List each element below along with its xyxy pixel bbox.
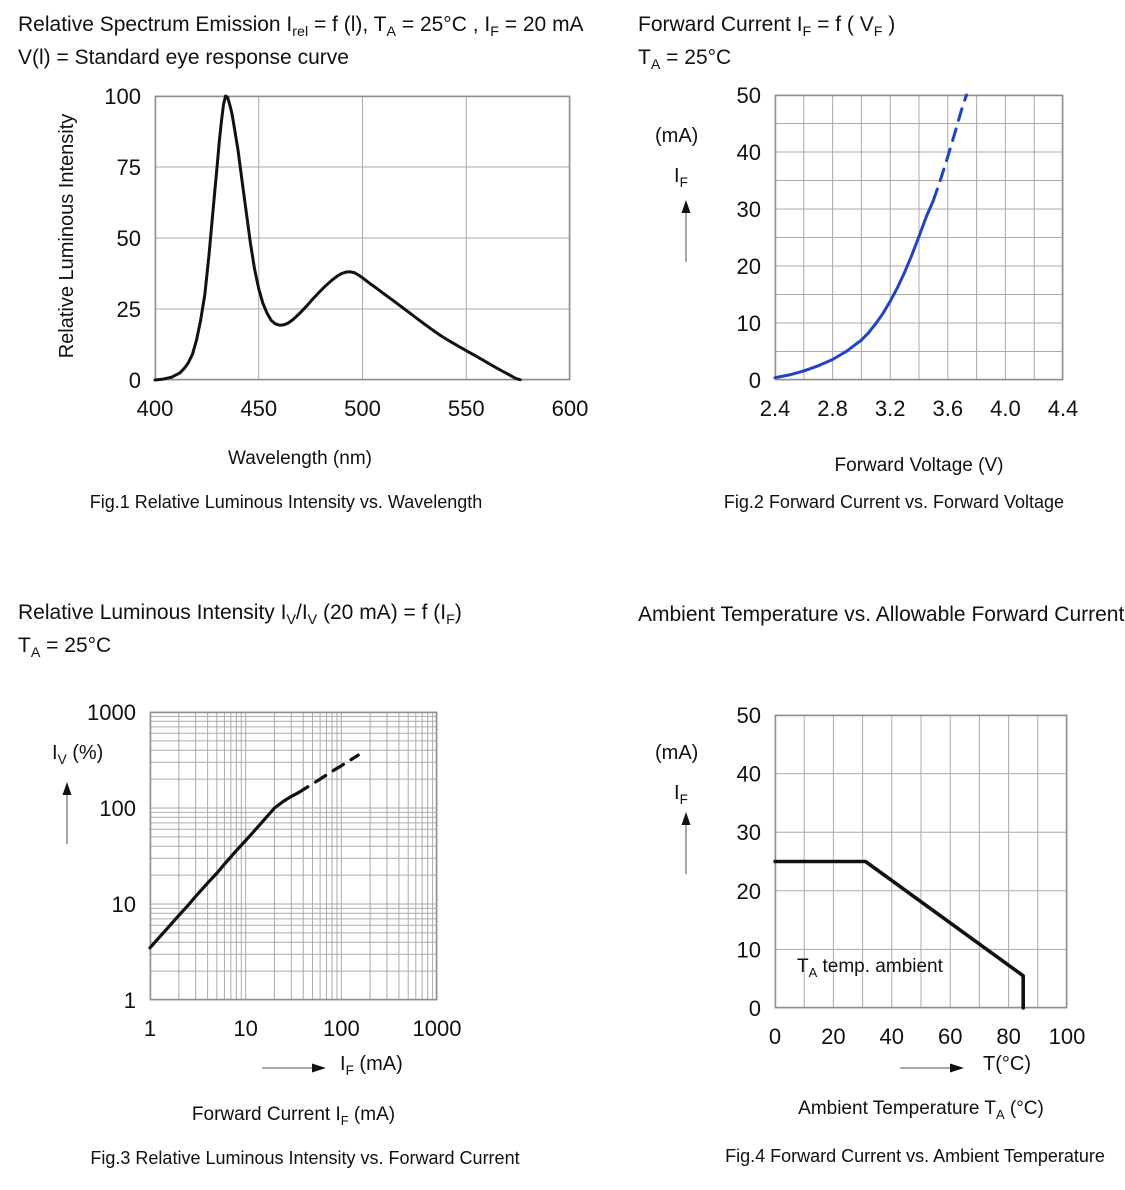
svg-text:100: 100 [99, 796, 136, 821]
svg-text:4.0: 4.0 [990, 396, 1021, 421]
svg-text:10: 10 [737, 937, 761, 962]
fig3-loglog-chart: 1 10 100 1000 1 10 100 1000 [87, 700, 461, 1041]
svg-text:0: 0 [769, 1024, 781, 1049]
svg-text:2.8: 2.8 [817, 396, 848, 421]
svg-text:1000: 1000 [87, 700, 136, 725]
fig3-x-arrow-label: IF (mA) [340, 1053, 403, 1078]
right-arrow-icon [262, 1063, 326, 1073]
forward-current-vs-voltage [773, 198, 935, 380]
svg-text:4.4: 4.4 [1048, 396, 1079, 421]
fig2-iv-curve-chart: 2.4 2.8 3.2 3.6 4.0 4.4 0 10 20 30 40 50 [737, 83, 1079, 421]
svg-text:550: 550 [448, 396, 485, 421]
svg-text:20: 20 [821, 1024, 845, 1049]
svg-text:0: 0 [749, 368, 761, 393]
fig3-title-line1: Relative Luminous Intensity IV/IV (20 mA… [18, 601, 462, 629]
fig3-title: Relative Luminous Intensity IV/IV (20 mA… [18, 596, 462, 662]
fig1-title-line1: Relative Spectrum Emission Irel = f (l),… [18, 13, 584, 41]
svg-text:100: 100 [1049, 1024, 1086, 1049]
svg-text:40: 40 [880, 1024, 904, 1049]
up-arrow-icon [681, 200, 691, 262]
svg-text:75: 75 [117, 155, 141, 180]
svg-text:50: 50 [117, 226, 141, 251]
svg-text:60: 60 [938, 1024, 962, 1049]
svg-text:500: 500 [344, 396, 381, 421]
fig4-caption: Fig.4 Forward Current vs. Ambient Temper… [725, 1146, 1105, 1166]
fig4-x-arrow-label: T(°C) [983, 1053, 1031, 1075]
up-arrow-icon [681, 812, 691, 874]
fig1-title-line2: V(l) = Standard eye response curve [18, 46, 349, 69]
fig4-quantity-label: IF [674, 782, 688, 807]
fig1-caption: Fig.1 Relative Luminous Intensity vs. Wa… [89, 492, 483, 512]
fig2-caption: Fig.2 Forward Current vs. Forward Voltag… [723, 492, 1065, 512]
fig3-caption: Fig.3 Relative Luminous Intensity vs. Fo… [90, 1148, 520, 1168]
svg-text:40: 40 [737, 762, 761, 787]
svg-text:3.6: 3.6 [933, 396, 964, 421]
svg-text:3.2: 3.2 [875, 396, 906, 421]
svg-text:25: 25 [117, 297, 141, 322]
svg-text:20: 20 [737, 254, 761, 279]
relative-luminous-intensity-vs-current [148, 791, 300, 950]
svg-text:10: 10 [233, 1016, 257, 1041]
up-arrow-icon [62, 782, 72, 844]
svg-text:30: 30 [737, 197, 761, 222]
fig3-quantity-label: IV (%) [52, 742, 104, 767]
svg-text:1: 1 [124, 988, 136, 1013]
fig2-title: Forward Current IF = f ( VF ) TA = 25°C [638, 8, 895, 74]
svg-text:1000: 1000 [413, 1016, 462, 1041]
fig2-quantity-label: IF [674, 165, 688, 190]
relative-luminous-intensity-vs-current-extrapolated [296, 753, 360, 795]
svg-text:30: 30 [737, 820, 761, 845]
svg-text:400: 400 [137, 396, 174, 421]
fig4-title: Ambient Temperature vs. Allowable Forwar… [638, 598, 1124, 631]
svg-text:50: 50 [737, 703, 761, 728]
svg-text:10: 10 [737, 311, 761, 336]
fig1-title: Relative Spectrum Emission Irel = f (l),… [18, 8, 584, 74]
svg-text:10: 10 [112, 892, 136, 917]
fig1-y-axis-label: Relative Luminous Intensity [56, 113, 78, 359]
fig1-spectrum-chart: 400 450 500 550 600 0 25 50 75 100 [104, 84, 588, 421]
svg-text:20: 20 [737, 879, 761, 904]
fig4-title-line1: Ambient Temperature vs. Allowable Forwar… [638, 603, 1125, 626]
fig1-x-axis-label: Wavelength (nm) [228, 448, 372, 469]
ta-ambient-label: TA temp. ambient [797, 956, 943, 980]
svg-text:600: 600 [552, 396, 589, 421]
forward-current-vs-voltage-extrapolated [931, 93, 968, 202]
allowable-forward-current-derating [773, 859, 1025, 1010]
svg-text:450: 450 [240, 396, 277, 421]
svg-text:0: 0 [749, 996, 761, 1021]
fig2-title-line1: Forward Current IF = f ( VF ) [638, 13, 896, 41]
svg-text:0: 0 [129, 368, 141, 393]
svg-text:50: 50 [737, 83, 761, 108]
relative-spectral-emission [153, 94, 522, 382]
fig4-derating-chart: 0 20 40 60 80 100 0 10 20 30 40 50 [737, 703, 1086, 1049]
svg-text:40: 40 [737, 140, 761, 165]
svg-text:100: 100 [104, 84, 141, 109]
fig2-title-line2: TA = 25°C [638, 46, 732, 74]
svg-text:80: 80 [996, 1024, 1020, 1049]
fig3-x-axis-label: Forward Current IF (mA) [191, 1104, 396, 1128]
svg-text:1: 1 [144, 1016, 156, 1041]
svg-text:2.4: 2.4 [760, 396, 791, 421]
fig4-x-axis-label: Ambient Temperature TA (°C) [798, 1098, 1044, 1122]
svg-text:100: 100 [323, 1016, 360, 1041]
fig2-x-axis-label: Forward Voltage (V) [834, 455, 1004, 476]
fig2-unit-label: (mA) [655, 125, 699, 147]
fig4-unit-label: (mA) [655, 742, 699, 764]
right-arrow-icon [900, 1063, 964, 1073]
fig3-title-line2: TA = 25°C [18, 634, 112, 662]
